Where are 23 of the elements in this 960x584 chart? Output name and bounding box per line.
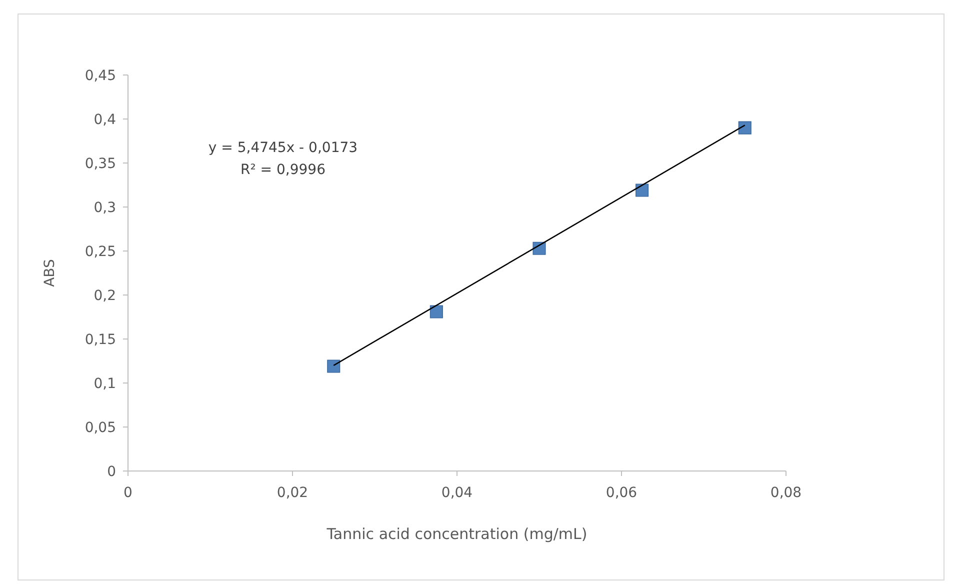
x-tick-label: 0,06: [606, 485, 638, 501]
y-tick-label: 0,3: [94, 200, 116, 216]
x-tick-label: 0: [124, 485, 132, 501]
y-tick-label: 0,35: [84, 156, 116, 172]
x-axis-title: Tannic acid concentration (mg/mL): [326, 525, 588, 543]
annotation: y = 5,4745x - 0,0173: [208, 140, 358, 156]
x-tick-label: 0,08: [770, 485, 802, 501]
x-tick-label: 0,02: [276, 485, 308, 501]
y-tick-label: 0,05: [84, 420, 116, 436]
point: [636, 184, 649, 197]
point: [430, 305, 443, 318]
y-tick-label: 0: [107, 464, 116, 480]
x-tick-label: 0,04: [441, 485, 473, 501]
y-tick-label: 0,15: [84, 332, 116, 348]
y-tick-label: 0,4: [94, 112, 116, 128]
y-axis-title: ABS: [42, 258, 58, 287]
y-tick-label: 0,2: [94, 288, 116, 304]
y-tick-label: 0,25: [84, 244, 116, 260]
point: [327, 360, 340, 373]
y-tick-label: 0,45: [84, 68, 116, 84]
y-tick-label: 0,1: [94, 376, 116, 392]
annotation: R² = 0,9996: [240, 162, 326, 178]
point: [738, 121, 752, 134]
